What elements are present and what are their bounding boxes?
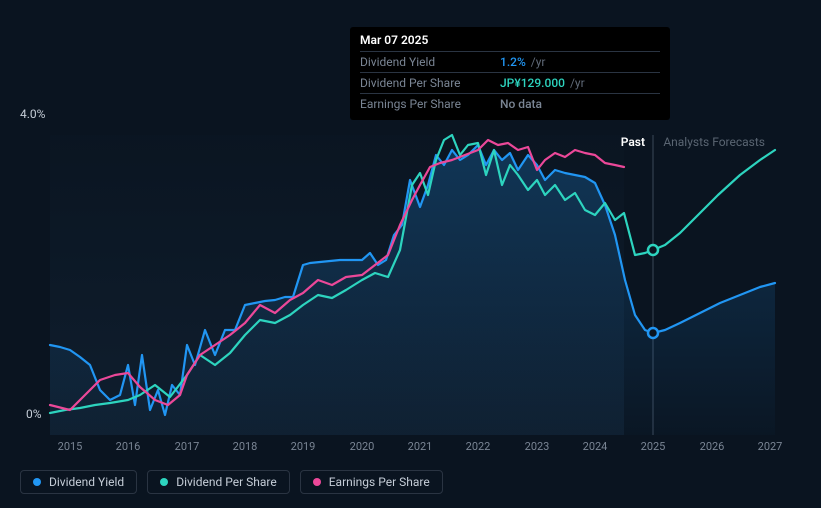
legend-item[interactable]: Earnings Per Share bbox=[300, 470, 443, 494]
tooltip-row: Dividend Yield1.2% /yr bbox=[360, 51, 660, 72]
tooltip-row-suffix: /yr bbox=[528, 55, 546, 69]
x-axis-tick: 2020 bbox=[350, 440, 375, 453]
dividend-chart: 4.0% 0% Past Analysts Forecasts bbox=[20, 105, 805, 455]
tooltip-row-label: Dividend Yield bbox=[360, 55, 500, 69]
x-axis-tick: 2026 bbox=[700, 440, 725, 453]
x-axis-tick: 2021 bbox=[408, 440, 433, 453]
tooltip-row-suffix: /yr bbox=[567, 76, 585, 90]
legend-dot-icon bbox=[160, 478, 168, 486]
x-axis-tick: 2027 bbox=[758, 440, 783, 453]
legend-label: Dividend Per Share bbox=[176, 475, 277, 489]
x-axis-tick: 2016 bbox=[116, 440, 141, 453]
x-axis-tick: 2015 bbox=[58, 440, 83, 453]
tab-past[interactable]: Past bbox=[621, 135, 645, 149]
chart-legend: Dividend Yield Dividend Per Share Earnings… bbox=[20, 470, 443, 494]
x-axis-tick: 2018 bbox=[233, 440, 258, 453]
legend-dot-icon bbox=[33, 478, 41, 486]
x-axis-tick: 2024 bbox=[583, 440, 608, 453]
tooltip-date: Mar 07 2025 bbox=[360, 33, 660, 51]
x-axis-tick: 2025 bbox=[641, 440, 666, 453]
x-axis-tick: 2023 bbox=[525, 440, 550, 453]
legend-label: Earnings Per Share bbox=[329, 475, 430, 489]
legend-item[interactable]: Dividend Yield bbox=[20, 470, 137, 494]
chart-plot bbox=[20, 105, 805, 435]
tooltip-row-label: Dividend Per Share bbox=[360, 76, 500, 90]
legend-item[interactable]: Dividend Per Share bbox=[147, 470, 290, 494]
x-axis-tick: 2022 bbox=[466, 440, 491, 453]
y-axis-max-label: 4.0% bbox=[20, 107, 45, 121]
x-axis-tick: 2019 bbox=[291, 440, 316, 453]
tab-forecast[interactable]: Analysts Forecasts bbox=[663, 135, 765, 149]
tooltip-row-value: 1.2% bbox=[500, 55, 526, 69]
x-axis-tick: 2017 bbox=[175, 440, 200, 453]
tooltip-row-value: JP¥129.000 bbox=[500, 76, 565, 90]
tooltip-row: Dividend Per ShareJP¥129.000 /yr bbox=[360, 72, 660, 93]
y-axis-min-label: 0% bbox=[26, 407, 42, 421]
legend-dot-icon bbox=[313, 478, 321, 486]
x-axis: 2015 2016 2017 2018 2019 2020 2021 2022 2023 2024… bbox=[20, 440, 805, 460]
legend-label: Dividend Yield bbox=[49, 475, 124, 489]
